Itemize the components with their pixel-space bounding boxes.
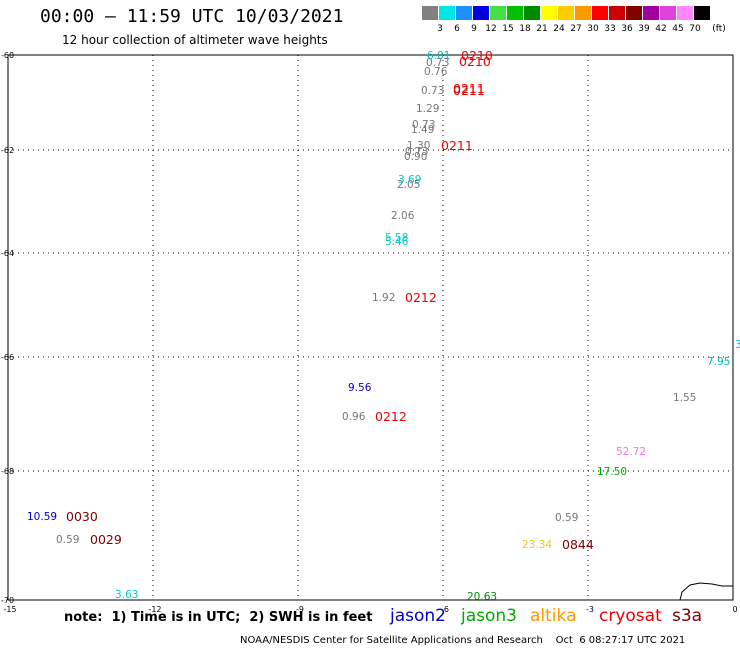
legend-swatch — [575, 6, 591, 20]
satellite-legend-s3a: s3a — [672, 606, 703, 626]
wave-height-value: 0.73 — [405, 146, 428, 158]
wave-height-value: 17.50 — [597, 466, 627, 478]
wave-height-value: 2.05 — [397, 179, 420, 191]
legend-label: 36 — [621, 24, 633, 34]
legend-label: 18 — [519, 24, 531, 34]
legend-swatch — [439, 6, 455, 20]
legend-swatch — [694, 6, 710, 20]
legend-label: 24 — [553, 24, 565, 34]
footnote: note: 1) Time is in UTC; 2) SWH is in fe… — [64, 610, 373, 625]
wave-height-value: 3.37 — [735, 339, 740, 351]
legend-swatch — [592, 6, 608, 20]
observation-time: 0210 — [461, 48, 493, 63]
wave-height-value: 5.58 — [385, 232, 408, 244]
legend-label: 6 — [454, 24, 460, 34]
legend-swatch — [507, 6, 523, 20]
observation-time: 0844 — [562, 537, 594, 552]
wave-height-value: 0.90 — [404, 151, 427, 163]
latitude-tick-label: -66 — [1, 353, 14, 362]
legend-swatch — [422, 6, 438, 20]
wave-height-value: 1.30 — [407, 140, 430, 152]
legend-label: 70 — [689, 24, 701, 34]
observation-time: 0212 — [375, 409, 407, 424]
map-frame — [7, 54, 734, 601]
longitude-tick-label: -9 — [296, 605, 304, 614]
legend-swatch — [609, 6, 625, 20]
wave-height-value: 3.63 — [115, 589, 138, 601]
observation-time: 0211 — [453, 83, 485, 98]
legend-label: 3 — [437, 24, 443, 34]
wave-height-value: 5.46 — [385, 236, 409, 248]
wave-height-value: 7.95 — [707, 356, 730, 368]
observation-time: 0211 — [441, 138, 473, 153]
latitude-tick-label: -70 — [1, 596, 14, 605]
latitude-tick-label: -68 — [1, 467, 14, 476]
longitude-tick-label: 0 — [732, 605, 737, 614]
legend-swatch — [626, 6, 642, 20]
legend-unit: (ft) — [712, 24, 726, 34]
latitude-tick-label: -64 — [1, 249, 14, 258]
legend-swatch — [677, 6, 693, 20]
satellite-legend-cryosat: cryosat — [599, 606, 662, 626]
longitude-tick-label: -12 — [148, 605, 161, 614]
wave-height-value: 1.49 — [411, 124, 434, 136]
wave-height-value: 0.96 — [342, 411, 366, 423]
observation-time: 0029 — [90, 532, 122, 547]
wave-height-value: 1.55 — [673, 392, 696, 404]
legend-swatch — [456, 6, 472, 20]
legend-label: 30 — [587, 24, 599, 34]
legend-label: 45 — [672, 24, 684, 34]
legend-swatch — [558, 6, 574, 20]
legend-swatch — [473, 6, 489, 20]
legend-label: 15 — [502, 24, 514, 34]
legend-label: 33 — [604, 24, 616, 34]
map-title: 00:00 – 11:59 UTC 10/03/2021 — [40, 6, 344, 27]
latitude-tick-label: -62 — [1, 146, 14, 155]
wave-height-value: 10.59 — [27, 511, 57, 523]
legend-swatch — [660, 6, 676, 20]
legend-label: 27 — [570, 24, 582, 34]
legend-label: 9 — [471, 24, 477, 34]
wave-height-value: 1.92 — [372, 292, 395, 304]
longitude-tick-label: -15 — [3, 605, 16, 614]
wave-height-value: 20.63 — [467, 591, 497, 603]
satellite-legend-jason2: jason2 — [390, 606, 446, 626]
latitude-tick-label: -60 — [1, 51, 14, 60]
legend-label: 39 — [638, 24, 650, 34]
credit-line: NOAA/NESDIS Center for Satellite Applica… — [240, 635, 686, 646]
wave-height-value: 23.34 — [522, 539, 552, 551]
wave-height-value: 0.73 — [412, 119, 435, 131]
coastline — [679, 582, 733, 601]
wave-height-value: 0.73 — [421, 85, 444, 97]
longitude-tick-label: -3 — [586, 605, 594, 614]
satellite-legend-jason3: jason3 — [461, 606, 517, 626]
graticule — [8, 55, 733, 600]
wave-height-value: 9.56 — [348, 382, 372, 394]
wave-height-value: 0.59 — [56, 534, 79, 546]
observation-time: 0210 — [459, 54, 491, 69]
wave-height-value: 2.06 — [391, 210, 415, 222]
legend-swatch — [490, 6, 506, 20]
legend-swatch — [524, 6, 540, 20]
wave-height-value: 0.59 — [555, 512, 578, 524]
wave-height-value: 0.73 — [426, 57, 449, 69]
wave-height-value: 1.29 — [416, 103, 439, 115]
observation-time: 0211 — [453, 81, 485, 96]
legend-label: 42 — [655, 24, 667, 34]
legend-swatch — [541, 6, 557, 20]
map-subtitle: 12 hour collection of altimeter wave hei… — [62, 33, 328, 47]
observation-time: 0030 — [66, 509, 98, 524]
legend-label: 12 — [485, 24, 497, 34]
wave-height-value: 3.69 — [398, 174, 421, 186]
legend-swatch — [643, 6, 659, 20]
satellite-legend-altika: altika — [530, 606, 577, 626]
legend-label: 21 — [536, 24, 548, 34]
longitude-tick-label: -6 — [441, 605, 449, 614]
wave-height-value: 52.72 — [616, 446, 646, 458]
wave-height-value: 6.01 — [427, 50, 450, 62]
wave-height-value: 0.76 — [424, 66, 448, 78]
observation-time: 0212 — [405, 290, 437, 305]
